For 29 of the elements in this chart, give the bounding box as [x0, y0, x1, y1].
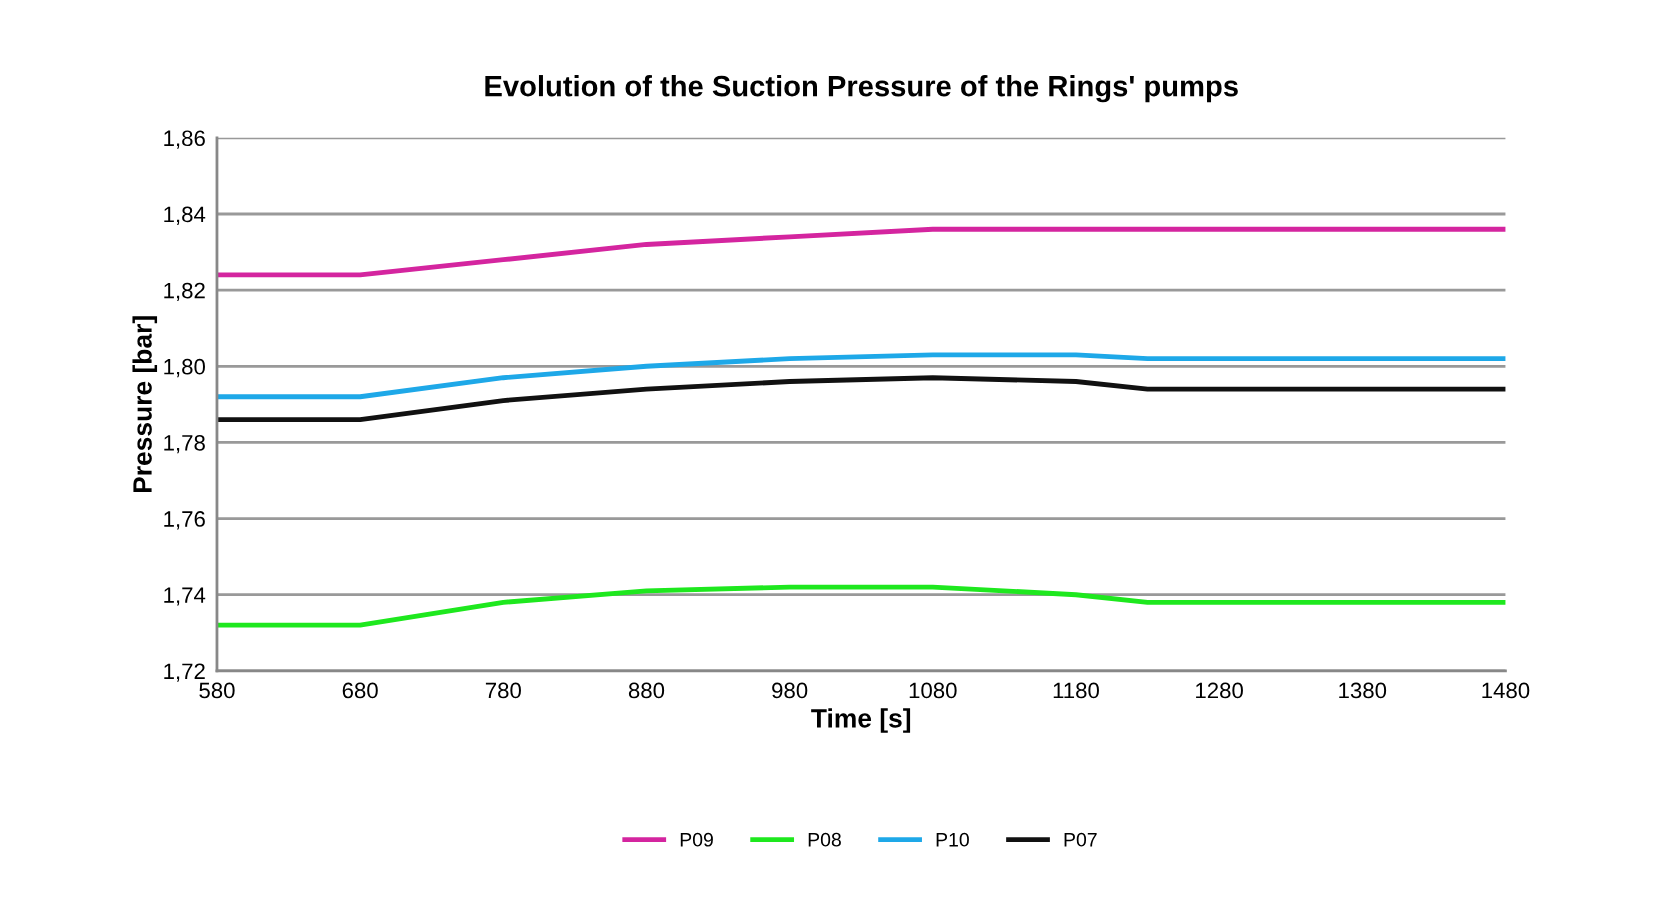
legend-label: P08	[808, 832, 841, 847]
x-tick-label: 1080	[909, 682, 957, 699]
legend-label: P07	[1064, 832, 1097, 847]
x-tick-label: 1380	[1339, 682, 1387, 699]
legend-label: P10	[936, 832, 969, 847]
legend-label: P09	[680, 832, 713, 847]
y-tick-label: 1,74	[164, 587, 206, 606]
x-tick-label: 880	[628, 682, 665, 699]
y-tick-label: 1,86	[164, 130, 205, 149]
y-tick-label: 1,76	[164, 511, 205, 530]
x-tick-label: 1280	[1196, 682, 1243, 699]
x-tick-label: 1180	[1053, 682, 1099, 699]
line-series	[216, 375, 1506, 423]
line-series	[216, 584, 1506, 628]
x-tick-label: 780	[485, 682, 521, 699]
x-tick-label: 680	[342, 682, 378, 699]
line-series	[216, 352, 1506, 400]
x-tick-label: 1480	[1482, 682, 1530, 699]
y-tick-label: 1,84	[164, 206, 206, 225]
x-axis-title: Time [s]	[811, 708, 911, 733]
y-tick-label: 1,78	[164, 434, 205, 454]
line-series	[216, 226, 1506, 278]
x-tick-label: 580	[199, 682, 235, 699]
y-tick-label: 1,72	[164, 663, 205, 682]
x-tick-label: 980	[772, 682, 808, 699]
y-tick-label: 1,80	[164, 358, 205, 378]
y-axis-title: Pressure [bar]	[132, 316, 158, 493]
chart-title: Evolution of the Suction Pressure of the Rings' pumps	[485, 75, 1238, 103]
y-tick-label: 1,82	[164, 282, 205, 302]
